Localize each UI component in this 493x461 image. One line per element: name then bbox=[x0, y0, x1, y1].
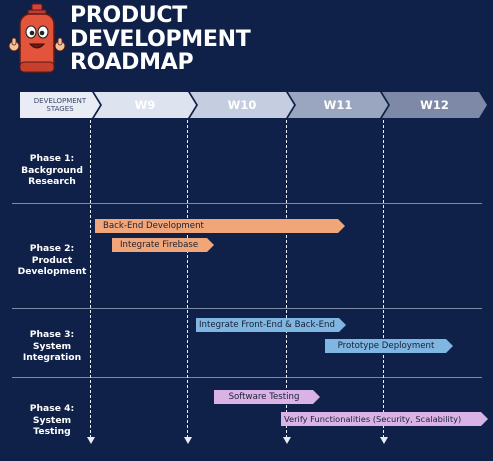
phase-3-label: Phase 3: System Integration bbox=[22, 329, 82, 363]
stages-label-line-2: STAGES bbox=[46, 105, 74, 113]
header-week-w11: W11 bbox=[288, 92, 388, 118]
task-verify-functionalities: Verify Functionalities (Security, Scalab… bbox=[281, 412, 488, 426]
stages-label-line-1: DEVELOPMENT bbox=[33, 97, 87, 105]
week-label: W10 bbox=[227, 98, 257, 112]
week-line-w11 bbox=[286, 120, 287, 438]
week-line-w10 bbox=[187, 120, 188, 438]
header-week-w10: W10 bbox=[190, 92, 294, 118]
phase-divider bbox=[12, 308, 482, 309]
header-week-w9: W9 bbox=[94, 92, 196, 118]
arrow-down-icon bbox=[380, 437, 388, 444]
task-prototype-deployment: Prototype Deployment bbox=[325, 339, 453, 353]
arrow-down-icon bbox=[184, 437, 192, 444]
phase-4-label: Phase 4: System Testing bbox=[29, 403, 75, 437]
week-label: W12 bbox=[420, 98, 449, 112]
page-title: PRODUCT DEVELOPMENT ROADMAP bbox=[70, 3, 251, 75]
week-label: W9 bbox=[134, 98, 156, 112]
header-development-stages: DEVELOPMENT STAGES bbox=[20, 92, 100, 118]
week-line-w9 bbox=[90, 120, 91, 438]
gas-cylinder-mascot-icon bbox=[8, 3, 66, 73]
timeline-header: DEVELOPMENT STAGES W9 W10 W11 W12 bbox=[20, 92, 487, 118]
arrow-down-icon bbox=[283, 437, 291, 444]
phase-divider bbox=[12, 203, 482, 204]
task-software-testing: Software Testing bbox=[214, 390, 320, 404]
task-integrate-firebase: Integrate Firebase bbox=[112, 238, 214, 252]
task-back-end-development: Back-End Development bbox=[95, 219, 345, 233]
title-line-3: ROADMAP bbox=[70, 50, 194, 75]
week-line-w12 bbox=[383, 120, 384, 438]
week-label: W11 bbox=[323, 98, 353, 112]
arrow-down-icon bbox=[87, 437, 95, 444]
header-week-w12: W12 bbox=[382, 92, 487, 118]
title-line-2: DEVELOPMENT bbox=[70, 26, 251, 52]
phase-2-label: Phase 2: Product Development bbox=[17, 243, 87, 277]
phase-1-label: Phase 1: Background Research bbox=[21, 153, 83, 187]
task-integrate-front-end-back-end: Integrate Front-End & Back-End bbox=[196, 318, 346, 332]
title-line-1: PRODUCT bbox=[70, 3, 187, 28]
phase-divider bbox=[12, 377, 482, 378]
